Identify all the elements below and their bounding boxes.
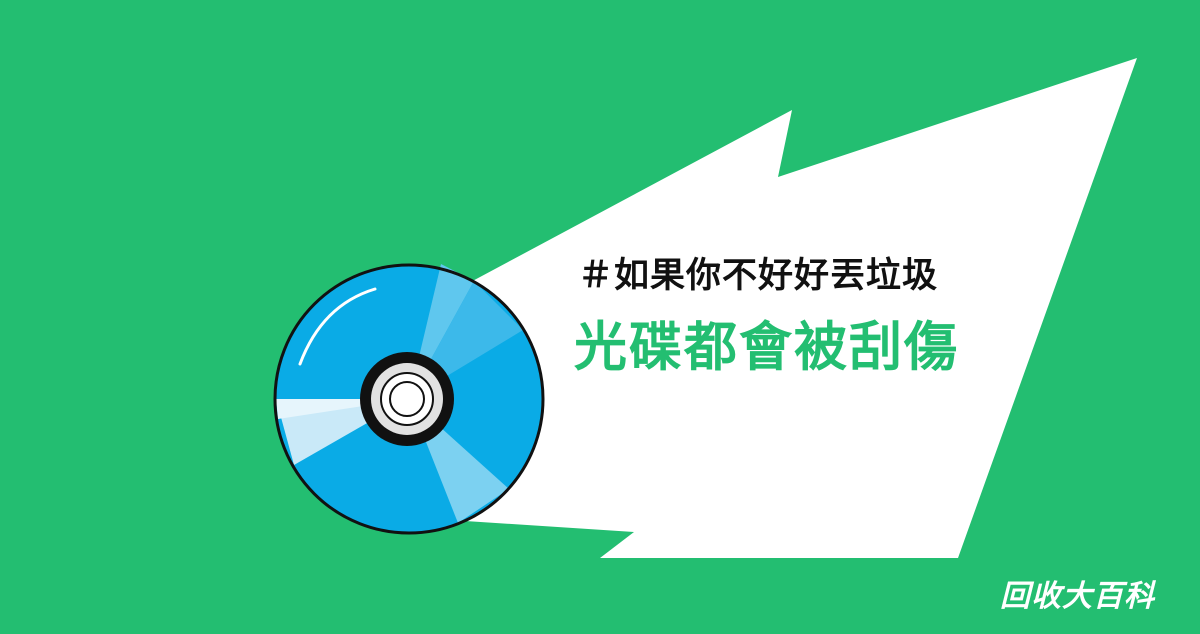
hashtag-text: ＃如果你不好好丟垃圾: [578, 256, 939, 296]
brand-logo-text: 回收大百科: [1000, 579, 1155, 614]
compact-disc-icon: [273, 263, 545, 535]
headline-title: 光碟都會被刮傷: [574, 317, 959, 378]
speech-bubble-shape: [450, 58, 1137, 558]
